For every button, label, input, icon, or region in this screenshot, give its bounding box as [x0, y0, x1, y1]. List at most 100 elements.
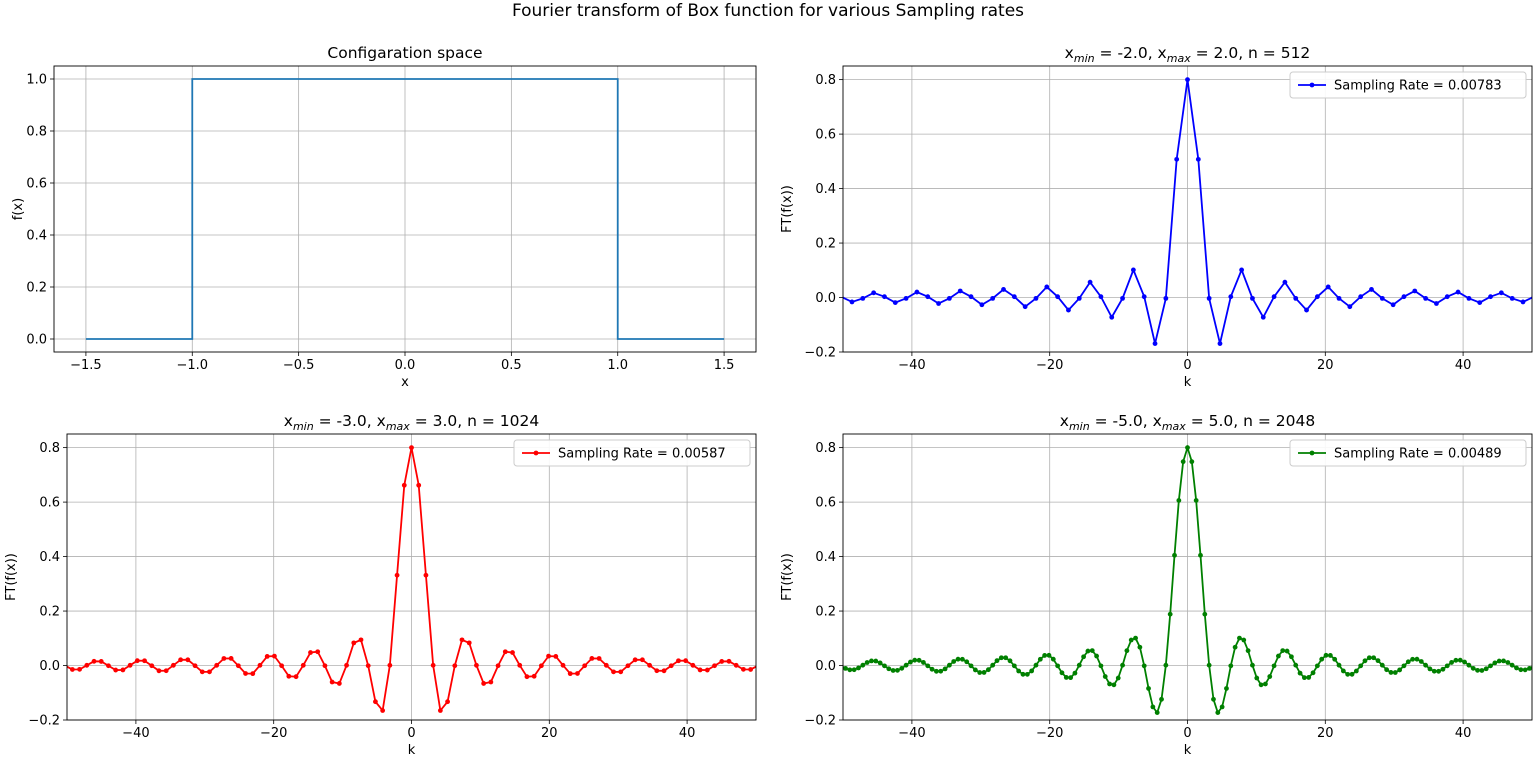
data-point	[1198, 552, 1203, 558]
data-point	[560, 662, 566, 668]
data-point	[938, 668, 944, 674]
data-point	[567, 671, 573, 677]
y-tick-label: 0.8	[815, 441, 836, 456]
data-point	[1152, 341, 1158, 346]
data-point	[1477, 300, 1483, 305]
data-point	[1390, 302, 1396, 308]
data-point	[860, 662, 866, 668]
data-point	[968, 294, 974, 300]
data-point	[977, 670, 983, 675]
data-point	[639, 657, 645, 663]
axes-frame	[842, 433, 1533, 721]
title-text: x	[1065, 44, 1074, 62]
data-point	[596, 656, 602, 661]
data-point	[1202, 611, 1208, 617]
data-point	[1423, 662, 1429, 668]
data-point	[1462, 659, 1467, 665]
data-point	[981, 670, 987, 675]
data-point	[163, 668, 169, 674]
legend-label: Sampling Rate = 0.00783	[1334, 79, 1502, 94]
data-point	[1224, 686, 1229, 691]
data-point	[1323, 652, 1329, 658]
data-point	[1384, 667, 1390, 673]
legend-label: Sampling Rate = 0.00489	[1334, 447, 1502, 462]
data-point	[959, 656, 965, 662]
data-point	[873, 658, 879, 664]
data-point	[1427, 666, 1433, 672]
data-point	[1518, 667, 1524, 673]
data-point	[149, 663, 155, 669]
data-point	[546, 653, 551, 659]
legend-marker	[1309, 450, 1315, 456]
y-tick-label: 0.0	[815, 659, 836, 674]
title-subscript: min	[1069, 420, 1090, 433]
title-text: = 2.0, n = 512	[1191, 44, 1311, 62]
subplot-ft-n512: −40 −20 0 20 40 −0.2 0.0 0.2 0.4 0.6 0.8 xmin = -2.…	[780, 44, 1533, 390]
data-point	[1345, 671, 1351, 677]
data-point	[235, 663, 241, 669]
data-point	[91, 658, 97, 664]
data-point	[185, 657, 191, 663]
data-point	[1137, 644, 1143, 650]
data-point	[1055, 294, 1061, 300]
data-point	[603, 662, 609, 668]
title-text: x	[284, 412, 293, 430]
data-point	[1046, 652, 1052, 658]
data-point	[77, 666, 83, 672]
data-point	[1150, 704, 1156, 710]
x-tick-label: 1.0	[607, 358, 628, 373]
data-point	[1066, 307, 1071, 313]
data-point	[899, 665, 905, 671]
data-point	[286, 673, 292, 679]
axes-frame	[66, 433, 757, 721]
data-point	[704, 667, 710, 673]
data-point	[1444, 294, 1450, 300]
data-point	[221, 656, 227, 661]
data-point	[998, 655, 1004, 661]
data-point	[228, 656, 234, 661]
data-point	[1358, 663, 1364, 669]
data-point	[1440, 666, 1446, 672]
data-point	[538, 663, 544, 669]
data-point	[1366, 655, 1372, 661]
y-axis-label: f(x)	[11, 198, 26, 220]
data-point	[1271, 663, 1277, 669]
data-point	[1401, 294, 1407, 300]
data-point	[882, 294, 887, 300]
data-point	[1217, 341, 1223, 346]
data-point	[903, 662, 909, 668]
x-axis-label: k	[1184, 375, 1192, 390]
data-point	[1024, 671, 1030, 677]
data-point	[127, 662, 133, 668]
data-point	[843, 665, 848, 671]
data-point	[1206, 662, 1212, 668]
data-point	[264, 653, 270, 659]
data-point	[1176, 498, 1182, 503]
data-point	[925, 663, 931, 669]
data-point	[668, 663, 674, 669]
data-point	[178, 657, 184, 663]
data-point	[1293, 295, 1299, 301]
y-tick-label: 0.6	[815, 128, 836, 143]
data-point	[925, 294, 931, 300]
data-point	[207, 669, 212, 675]
y-tick-label: 0.6	[26, 177, 47, 192]
data-point	[1254, 675, 1260, 681]
x-axis-label: k	[408, 743, 416, 758]
data-point	[914, 289, 920, 295]
data-point	[380, 708, 386, 713]
data-point	[946, 662, 952, 668]
data-point	[1488, 663, 1493, 669]
data-point	[871, 290, 877, 296]
data-point	[142, 658, 147, 664]
data-point	[1349, 671, 1355, 677]
legend-marker	[533, 450, 539, 456]
data-point	[452, 663, 458, 669]
x-tick-label: 20	[541, 726, 558, 741]
data-point	[1332, 656, 1338, 662]
y-tick-label: 0.4	[39, 550, 60, 565]
subplot-configuration-space: −1.5 −1.0 −0.5 0.0 0.5 1.0 1.5 0.0 0.2 0.4 0.6 0.8 1…	[11, 44, 757, 390]
data-point	[979, 302, 985, 308]
data-point	[847, 667, 853, 673]
data-point	[1001, 287, 1006, 292]
